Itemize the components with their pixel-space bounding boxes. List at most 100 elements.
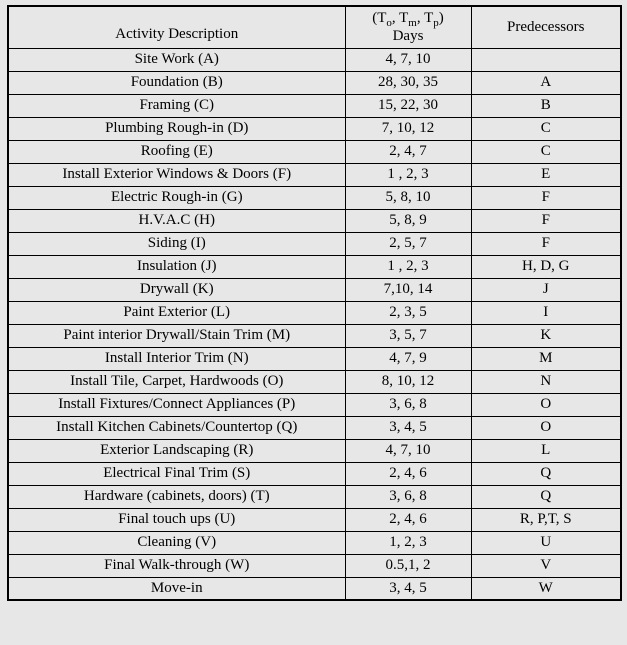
predecessors-cell: L: [470, 438, 622, 463]
table-row: Paint interior Drywall/Stain Trim (M) 3, …: [7, 323, 622, 348]
table-row: Electric Rough-in (G) 5, 8, 10 F: [7, 185, 622, 210]
days-formula-sub-m: m: [408, 16, 417, 29]
activity-cell: Install Kitchen Cabinets/Countertop (Q): [7, 415, 346, 440]
table-row: Plumbing Rough-in (D) 7, 10, 12 C: [7, 116, 622, 141]
predecessors-cell: W: [470, 576, 622, 601]
days-cell: 15, 22, 30: [344, 93, 472, 118]
activity-cell: Electrical Final Trim (S): [7, 461, 346, 486]
table-row: Site Work (A) 4, 7, 10: [7, 47, 622, 72]
table-row: Install Fixtures/Connect Appliances (P) 3…: [7, 392, 622, 417]
header-predecessors: Predecessors: [470, 5, 622, 49]
predecessors-cell: I: [470, 300, 622, 325]
table-row: Exterior Landscaping (R) 4, 7, 10 L: [7, 438, 622, 463]
table-header: Activity Description (To, Tm, Tp) Days P…: [7, 5, 622, 49]
activity-cell: Paint interior Drywall/Stain Trim (M): [7, 323, 346, 348]
days-cell: 3, 6, 8: [344, 484, 472, 509]
predecessors-cell: M: [470, 346, 622, 371]
activity-cell: Install Exterior Windows & Doors (F): [7, 162, 346, 187]
activity-cell: Site Work (A): [7, 47, 346, 72]
predecessors-cell: R, P,T, S: [470, 507, 622, 532]
predecessors-cell: A: [470, 70, 622, 95]
predecessors-cell: E: [470, 162, 622, 187]
header-row: Activity Description (To, Tm, Tp) Days P…: [7, 5, 622, 49]
days-cell: 2, 4, 6: [344, 507, 472, 532]
days-cell: 3, 6, 8: [344, 392, 472, 417]
days-formula-sub-o: o: [386, 16, 392, 29]
predecessors-cell: F: [470, 185, 622, 210]
activity-cell: H.V.A.C (H): [7, 208, 346, 233]
days-cell: 7, 10, 12: [344, 116, 472, 141]
header-activity-description: Activity Description: [7, 5, 346, 49]
days-formula-mid2: , T: [416, 9, 434, 26]
activity-cell: Final Walk-through (W): [7, 553, 346, 578]
header-days-formula: (To, Tm, Tp): [350, 9, 467, 29]
days-cell: 3, 5, 7: [344, 323, 472, 348]
days-formula-sub-p: p: [433, 16, 439, 29]
days-formula-close: ): [438, 9, 444, 26]
predecessors-cell: O: [470, 415, 622, 440]
days-cell: 3, 4, 5: [344, 415, 472, 440]
days-formula-mid1: , T: [391, 9, 409, 26]
activity-cell: Plumbing Rough-in (D): [7, 116, 346, 141]
activity-cell: Install Fixtures/Connect Appliances (P): [7, 392, 346, 417]
header-days-label: Days: [392, 28, 424, 45]
days-cell: 5, 8, 10: [344, 185, 472, 210]
days-cell: 2, 5, 7: [344, 231, 472, 256]
header-days: (To, Tm, Tp) Days: [344, 5, 472, 49]
activity-cell: Insulation (J): [7, 254, 346, 279]
activity-cell: Final touch ups (U): [7, 507, 346, 532]
activity-cell: Roofing (E): [7, 139, 346, 164]
table-row: Drywall (K) 7,10, 14 J: [7, 277, 622, 302]
days-cell: 4, 7, 9: [344, 346, 472, 371]
predecessors-cell: C: [470, 116, 622, 141]
predecessors-cell: Q: [470, 484, 622, 509]
predecessors-cell: K: [470, 323, 622, 348]
activity-cell: Cleaning (V): [7, 530, 346, 555]
activity-table: Activity Description (To, Tm, Tp) Days P…: [7, 5, 622, 601]
predecessors-cell: B: [470, 93, 622, 118]
predecessors-cell: F: [470, 231, 622, 256]
predecessors-cell: [470, 47, 622, 72]
days-cell: 4, 7, 10: [344, 438, 472, 463]
predecessors-cell: Q: [470, 461, 622, 486]
predecessors-cell: C: [470, 139, 622, 164]
activity-cell: Drywall (K): [7, 277, 346, 302]
days-cell: 8, 10, 12: [344, 369, 472, 394]
predecessors-cell: J: [470, 277, 622, 302]
activity-cell: Exterior Landscaping (R): [7, 438, 346, 463]
days-cell: 0.5,1, 2: [344, 553, 472, 578]
predecessors-cell: F: [470, 208, 622, 233]
predecessors-cell: U: [470, 530, 622, 555]
days-cell: 5, 8, 9: [344, 208, 472, 233]
table-row: Foundation (B) 28, 30, 35 A: [7, 70, 622, 95]
days-cell: 1 , 2, 3: [344, 254, 472, 279]
days-cell: 4, 7, 10: [344, 47, 472, 72]
table-body: Site Work (A) 4, 7, 10 Foundation (B) 28, 3…: [7, 47, 622, 601]
days-cell: 1 , 2, 3: [344, 162, 472, 187]
activity-cell: Siding (I): [7, 231, 346, 256]
days-cell: 7,10, 14: [344, 277, 472, 302]
days-formula-open: (T: [372, 9, 387, 26]
table-row: Insulation (J) 1 , 2, 3 H, D, G: [7, 254, 622, 279]
table-row: Install Kitchen Cabinets/Countertop (Q) 3…: [7, 415, 622, 440]
table-row: Final touch ups (U) 2, 4, 6 R, P,T, S: [7, 507, 622, 532]
days-cell: 2, 3, 5: [344, 300, 472, 325]
activity-cell: Install Interior Trim (N): [7, 346, 346, 371]
table-row: Framing (C) 15, 22, 30 B: [7, 93, 622, 118]
activity-cell: Paint Exterior (L): [7, 300, 346, 325]
days-cell: 2, 4, 7: [344, 139, 472, 164]
activity-cell: Foundation (B): [7, 70, 346, 95]
table-row: Install Exterior Windows & Doors (F) 1 , …: [7, 162, 622, 187]
activity-cell: Electric Rough-in (G): [7, 185, 346, 210]
days-cell: 2, 4, 6: [344, 461, 472, 486]
